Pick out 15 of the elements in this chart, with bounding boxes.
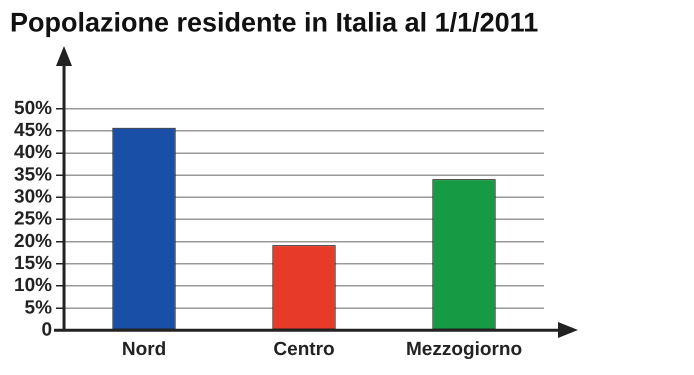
y-tick-label: 35% bbox=[14, 164, 52, 186]
y-tick-label: 10% bbox=[14, 275, 52, 296]
y-tick-label: 15% bbox=[14, 252, 52, 274]
y-tick-label: 5% bbox=[24, 297, 52, 318]
y-tick-label: 25% bbox=[14, 208, 52, 230]
x-tick-label: Centro bbox=[273, 338, 335, 360]
x-tick-label: Mezzogiorno bbox=[406, 338, 522, 360]
y-tick-label: 45% bbox=[14, 120, 52, 142]
chart-title: Popolazione residente in Italia al 1/1/2011 bbox=[10, 8, 538, 38]
y-tick-label: 50% bbox=[14, 98, 52, 119]
x-tick-label: Nord bbox=[122, 338, 166, 360]
y-tick-label: 40% bbox=[14, 142, 52, 164]
y-tick-label: 20% bbox=[14, 230, 52, 252]
y-tick-label: 0 bbox=[41, 319, 52, 340]
y-tick-label: 30% bbox=[14, 186, 52, 208]
